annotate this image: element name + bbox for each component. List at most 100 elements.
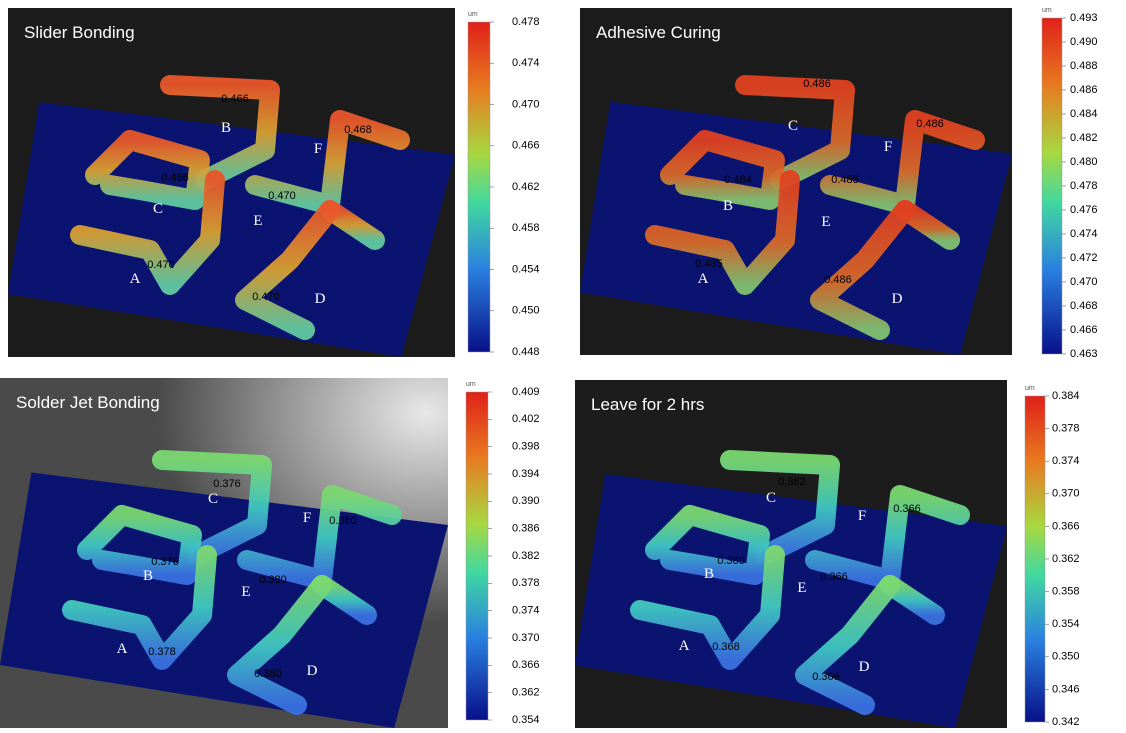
colorbar-label: 0.374: [1052, 455, 1080, 467]
colorbar-unit: um: [1042, 7, 1052, 14]
colorbar-label: 0.358: [1052, 586, 1080, 598]
colorbar-label: 0.462: [512, 181, 540, 193]
colorbar-label: 0.384: [1052, 390, 1080, 402]
colorbar-label: 0.370: [1052, 488, 1080, 500]
colorbar-label: 0.488: [1070, 60, 1098, 72]
region-letter: D: [859, 659, 870, 675]
region-letter: F: [884, 139, 892, 155]
region-value: 0.486: [916, 118, 944, 130]
region-letter: B: [221, 120, 231, 136]
colorbar-label: 0.398: [512, 441, 540, 453]
panel-title: Adhesive Curing: [596, 23, 721, 42]
colorbar-unit: um: [1025, 385, 1035, 392]
colorbar-label: 0.378: [1052, 423, 1080, 435]
region-letter: E: [821, 214, 830, 230]
region-letter: F: [303, 510, 311, 526]
panel-title: Leave for 2 hrs: [591, 395, 704, 414]
colorbar-label: 0.478: [1070, 180, 1098, 192]
colorbar-label: 0.458: [512, 222, 540, 234]
colorbar-label: 0.466: [1070, 324, 1098, 336]
colorbar: [466, 392, 488, 720]
colorbar-label: 0.362: [1052, 553, 1080, 565]
region-value: 0.484: [724, 174, 752, 186]
region-value: 0.380: [259, 574, 287, 586]
region-value: 0.468: [344, 124, 372, 136]
colorbar-label: 0.463: [1070, 348, 1098, 360]
region-value: 0.466: [161, 172, 189, 184]
region-letter: E: [253, 213, 262, 229]
region-value: 0.380: [329, 515, 357, 527]
colorbar-label: 0.478: [512, 16, 540, 28]
region-value: 0.486: [824, 274, 852, 286]
colorbar-label: 0.466: [512, 140, 540, 152]
colorbar-label: 0.374: [512, 605, 540, 617]
colorbar-label: 0.342: [1052, 716, 1080, 728]
panel-title: Solder Jet Bonding: [16, 393, 160, 412]
colorbar-label: 0.476: [1070, 204, 1098, 216]
region-value: 0.366: [893, 503, 921, 515]
region-letter: C: [208, 491, 218, 507]
region-letter: A: [679, 638, 690, 654]
region-value: 0.470: [268, 190, 296, 202]
panel-title: Slider Bonding: [24, 23, 135, 42]
region-letter: B: [143, 568, 153, 584]
region-value: 0.376: [213, 478, 241, 490]
colorbar-label: 0.472: [1070, 252, 1098, 264]
colorbar-label: 0.366: [512, 659, 540, 671]
region-letter: D: [892, 291, 903, 307]
region-value: 0.485: [831, 174, 859, 186]
colorbar-label: 0.448: [512, 346, 540, 358]
colorbar: [468, 22, 490, 352]
region-value: 0.380: [254, 668, 282, 680]
colorbar-label: 0.450: [512, 305, 540, 317]
region-letter: D: [315, 291, 326, 307]
colorbar-label: 0.480: [1070, 156, 1098, 168]
colorbar-label: 0.350: [1052, 651, 1080, 663]
region-value: 0.366: [820, 571, 848, 583]
region-value: 0.470: [147, 259, 175, 271]
colorbar-label: 0.468: [1070, 300, 1098, 312]
colorbar-label: 0.484: [1070, 108, 1098, 120]
colorbar-label: 0.382: [512, 550, 540, 562]
colorbar-label: 0.493: [1070, 12, 1098, 24]
region-value: 0.366: [812, 671, 840, 683]
colorbar-label: 0.474: [1070, 228, 1098, 240]
region-letter: B: [704, 566, 714, 582]
colorbar-label: 0.386: [512, 523, 540, 535]
region-value: 0.486: [803, 78, 831, 90]
colorbar-label: 0.482: [1070, 132, 1098, 144]
region-letter: B: [723, 198, 733, 214]
colorbar-label: 0.490: [1070, 36, 1098, 48]
region-value: 0.485: [695, 258, 723, 270]
region-value: 0.378: [148, 646, 176, 658]
region-letter: A: [117, 641, 128, 657]
region-value: 0.376: [151, 556, 179, 568]
region-letter: F: [858, 508, 866, 524]
colorbar: [1025, 396, 1045, 722]
region-value: 0.470: [252, 291, 280, 303]
colorbar-label: 0.402: [512, 413, 540, 425]
colorbar-label: 0.474: [512, 57, 540, 69]
region-letter: C: [766, 490, 776, 506]
region-letter: D: [307, 663, 318, 679]
colorbar-label: 0.346: [1052, 683, 1080, 695]
colorbar-label: 0.378: [512, 577, 540, 589]
region-letter: A: [130, 271, 141, 287]
figure: Slider Bonding 0.466 B 0.468 F 0.466 C 0.470 E 0.…: [0, 0, 1126, 733]
region-letter: C: [153, 201, 163, 217]
region-letter: E: [797, 580, 806, 596]
colorbar-label: 0.366: [1052, 520, 1080, 532]
colorbar: [1042, 18, 1062, 354]
colorbar-label: 0.370: [512, 632, 540, 644]
region-letter: A: [698, 271, 709, 287]
colorbar-label: 0.486: [1070, 84, 1098, 96]
colorbar-unit: um: [466, 381, 476, 388]
colorbar-unit: um: [468, 11, 478, 18]
region-value: 0.360: [717, 555, 745, 567]
region-letter: C: [788, 118, 798, 134]
colorbar-label: 0.354: [1052, 618, 1080, 630]
colorbar-label: 0.454: [512, 263, 540, 275]
region-value: 0.368: [712, 641, 740, 653]
colorbar-label: 0.354: [512, 714, 540, 726]
colorbar-label: 0.409: [512, 386, 540, 398]
